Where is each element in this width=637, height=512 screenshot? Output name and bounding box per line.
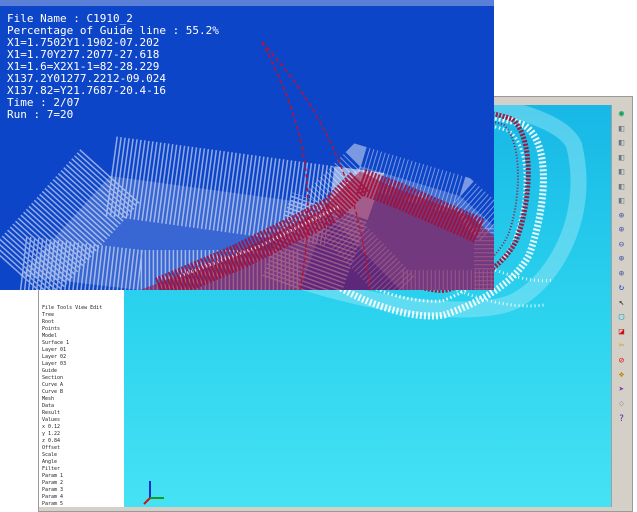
tree-item[interactable]: Param 2 — [42, 480, 64, 486]
tree-item[interactable]: Result — [42, 410, 61, 416]
tree-item[interactable]: y 1.22 — [42, 431, 61, 437]
tree-item[interactable]: Section — [42, 375, 64, 381]
tree-item[interactable]: Points — [42, 326, 61, 332]
tree-item[interactable]: Root — [42, 319, 55, 325]
pointer-icon[interactable]: ↖ — [618, 297, 625, 308]
tree-item[interactable]: x 0.12 — [42, 424, 61, 430]
zoom-icon[interactable]: ⊕ — [618, 254, 625, 264]
zoom-icon[interactable]: ⊕ — [618, 268, 625, 279]
tree-item[interactable]: Angle — [42, 459, 58, 465]
tree-item[interactable]: Param 4 — [42, 494, 64, 500]
red-surface — [140, 165, 494, 290]
tree-item[interactable]: Layer 01 — [42, 347, 67, 353]
tree-item[interactable]: Guide — [42, 368, 58, 374]
zoom-icon[interactable]: ⊕ — [618, 210, 625, 221]
stop-icon[interactable]: ⊘ — [618, 355, 625, 366]
info-line: X1=1.7502Y1.1902-07.202 — [7, 36, 160, 49]
tree-item[interactable]: Layer 02 — [42, 354, 67, 360]
axis-triad-icon — [143, 481, 164, 505]
info-line: X1=1.6=X2X1-1=82-28.229 — [7, 60, 160, 73]
layers-icon[interactable]: ❖ — [618, 370, 625, 380]
info-line: Run : 7=20 — [7, 108, 74, 121]
info-viewer-window: File Name : C1910_2 Percentage of Guide l… — [0, 0, 494, 290]
tree-item[interactable]: Param 5 — [42, 501, 64, 507]
zoom-icon[interactable]: ⊖ — [618, 239, 625, 250]
globe-icon[interactable]: ◉ — [618, 109, 625, 119]
tree-item[interactable]: Curve B — [42, 389, 64, 395]
tree-item[interactable]: Data — [42, 403, 55, 409]
tree-item[interactable]: Values — [42, 417, 61, 423]
tree-item[interactable]: Scale — [42, 452, 58, 458]
guide-line-1 — [261, 41, 309, 290]
tree-item[interactable]: z 0.84 — [42, 438, 61, 444]
tree-item[interactable]: Surface 1 — [42, 340, 70, 346]
tree-item[interactable]: Filter — [42, 466, 61, 472]
fill-icon[interactable]: ◪ — [618, 326, 625, 337]
guide-line-2 — [261, 41, 371, 290]
scatter-points — [423, 253, 555, 308]
tree-item[interactable]: Param 1 — [42, 473, 64, 479]
diamond-icon[interactable]: ◇ — [618, 399, 625, 409]
help-icon[interactable]: ? — [618, 413, 625, 424]
surface-view[interactable] — [0, 6, 494, 290]
info-line: File Name : C1910_2 — [7, 12, 133, 25]
info-text-block: File Name : C1910_2 Percentage of Guide l… — [7, 13, 219, 121]
cube-icon[interactable]: ◧ — [618, 152, 625, 163]
frame-icon[interactable]: ▢ — [618, 312, 625, 322]
info-line: X137.2Y01277.2212-09.024 — [7, 72, 166, 85]
tree-item[interactable]: Tree — [42, 312, 55, 318]
tree-item[interactable]: Curve A — [42, 382, 64, 388]
tree-item[interactable]: File Tools View Edit — [42, 305, 103, 311]
tree-item[interactable]: Layer 03 — [42, 361, 67, 367]
tree-item[interactable]: Offset — [42, 445, 61, 451]
cube-icon[interactable]: ◧ — [618, 138, 625, 148]
info-line: Percentage of Guide line : 55.2% — [7, 24, 219, 37]
arrow-icon[interactable]: ➤ — [618, 384, 625, 395]
zoom-icon[interactable]: ⊕ — [618, 225, 625, 235]
info-line: X1=1.70Y277.2077-27.618 — [7, 48, 160, 61]
info-line: Time : 2/07 — [7, 96, 80, 109]
rotate-icon[interactable]: ↻ — [618, 283, 625, 293]
status-bar — [39, 507, 632, 511]
tree-item[interactable]: Param 3 — [42, 487, 64, 493]
view-toolbar: ◉ ◧ ◧ ◧ ◧ ◧ ◧ ⊕ ⊕ ⊖ ⊕ ⊕ ↻ ↖ ▢ ◪ ✂ ⊘ ❖ ➤ ◇? — [611, 105, 632, 511]
scissors-icon[interactable]: ✂ — [618, 341, 625, 351]
tree-item[interactable]: Model — [42, 333, 58, 339]
tree-item[interactable]: Mesh — [42, 396, 55, 402]
info-line: X137.82=Y21.7687-20.4-16 — [7, 84, 166, 97]
cube-icon[interactable]: ◧ — [618, 181, 625, 192]
cube-icon[interactable]: ◧ — [618, 123, 625, 134]
cube-icon[interactable]: ◧ — [618, 196, 625, 206]
cube-icon[interactable]: ◧ — [618, 167, 625, 177]
